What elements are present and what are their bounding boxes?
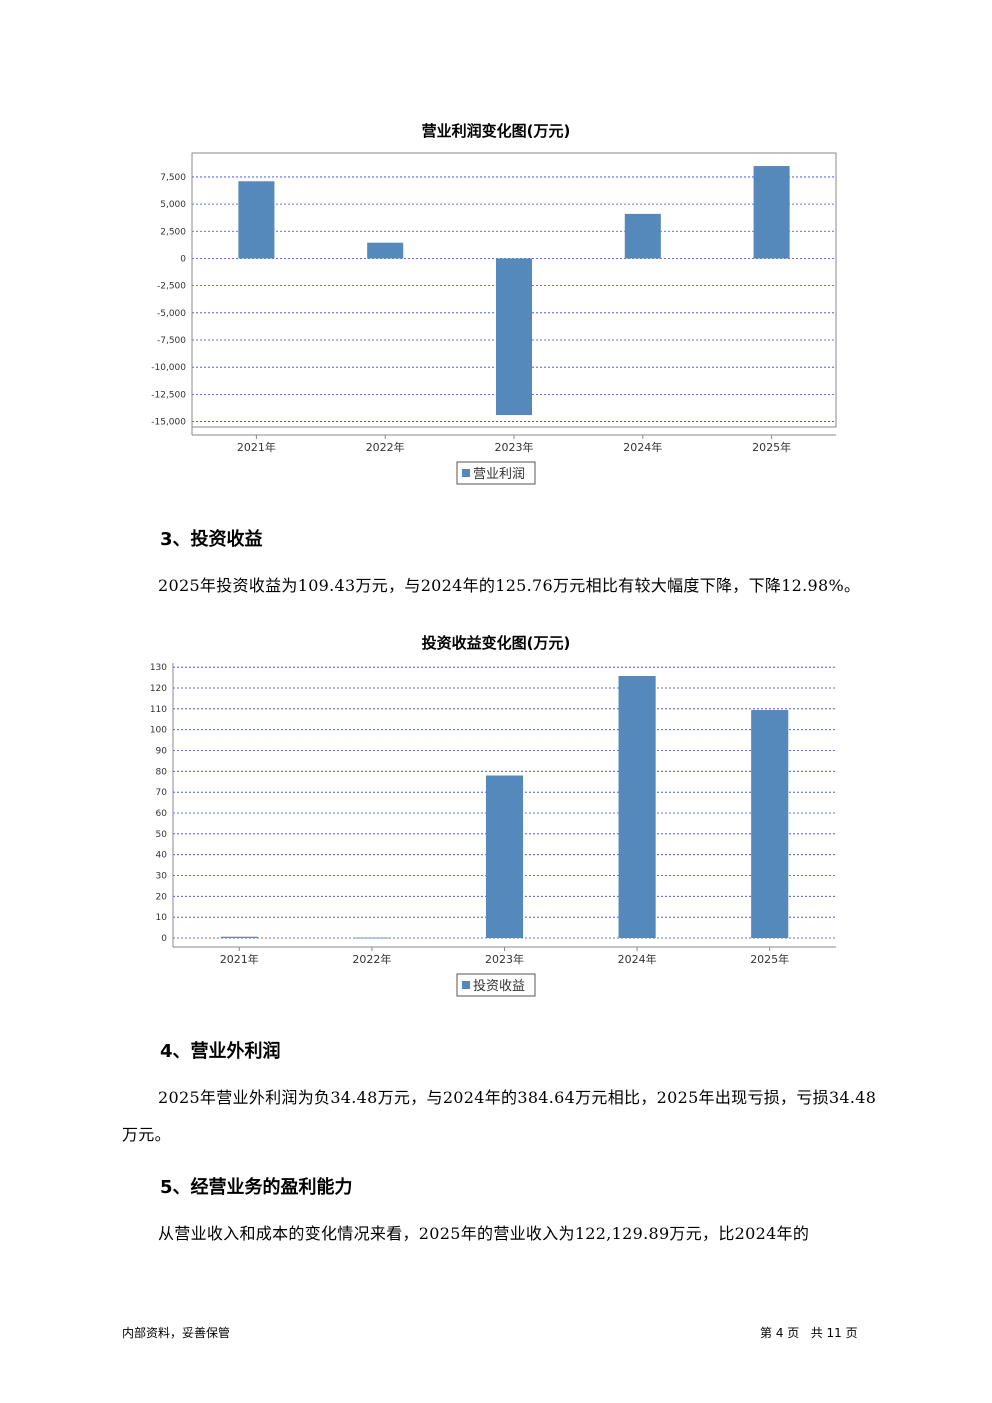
x-tick-label: 2023年 bbox=[485, 952, 524, 966]
y-tick-label: 110 bbox=[150, 705, 167, 715]
x-tick-label: 2023年 bbox=[495, 440, 534, 454]
bar bbox=[624, 213, 661, 259]
chart-title-investment-income: 投资收益变化图(万元) bbox=[421, 634, 571, 652]
y-tick-label: 7,500 bbox=[160, 173, 186, 183]
bar bbox=[220, 936, 258, 938]
y-tick-label: 90 bbox=[156, 747, 168, 757]
bar bbox=[495, 258, 533, 416]
y-tick-label: 50 bbox=[156, 830, 168, 840]
y-tick-label: 20 bbox=[156, 892, 168, 902]
x-tick-label: 2025年 bbox=[752, 440, 791, 454]
paragraph-investment-income: 2025年投资收益为109.43万元，与2024年的125.76万元相比有较大幅… bbox=[158, 576, 861, 595]
y-tick-label: 120 bbox=[150, 684, 167, 694]
legend-label: 营业利润 bbox=[473, 467, 525, 482]
y-tick-label: 100 bbox=[150, 726, 167, 736]
y-tick-label: 60 bbox=[156, 809, 168, 819]
legend-box bbox=[456, 973, 536, 997]
y-tick-label: 2,500 bbox=[160, 227, 186, 237]
y-tick-label: -12,500 bbox=[151, 390, 186, 400]
bar bbox=[618, 676, 656, 938]
y-tick-label: 70 bbox=[156, 788, 168, 798]
section-heading-profitability: 5、经营业务的盈利能力 bbox=[160, 1177, 353, 1198]
operating-profit-chart: 7,500 5,000 2,500 0 -2,500 -5,000 -7,500 -10,00… bbox=[151, 152, 837, 485]
y-tick-label: 30 bbox=[156, 872, 168, 882]
y-tick-label: -7,500 bbox=[157, 336, 186, 346]
x-tick-label: 2024年 bbox=[618, 952, 657, 966]
x-tick-label: 2022年 bbox=[366, 440, 405, 454]
legend-swatch bbox=[462, 981, 470, 989]
y-tick-label: 130 bbox=[150, 663, 167, 673]
x-tick-label: 2021年 bbox=[237, 440, 276, 454]
section-heading-non-operating-profit: 4、营业外利润 bbox=[160, 1041, 281, 1062]
y-tick-label: 80 bbox=[156, 767, 168, 777]
bar bbox=[751, 710, 789, 938]
footer-page-number: 第 4 页 共 11 页 bbox=[760, 1326, 858, 1340]
legend-box bbox=[456, 461, 536, 485]
section-heading-investment-income: 3、投资收益 bbox=[160, 529, 263, 550]
legend-swatch bbox=[462, 469, 470, 477]
bar bbox=[485, 775, 524, 938]
y-tick-label: -5,000 bbox=[157, 309, 186, 319]
y-tick-label: 5,000 bbox=[160, 200, 186, 210]
bar bbox=[238, 181, 275, 259]
chart-title-operating-profit: 营业利润变化图(万元) bbox=[421, 122, 571, 140]
footer-confidential-note: 内部资料，妥善保管 bbox=[122, 1326, 231, 1340]
y-tick-label: -2,500 bbox=[157, 282, 186, 292]
y-tick-label: -15,000 bbox=[151, 418, 186, 428]
legend-label: 投资收益 bbox=[473, 978, 525, 994]
bar bbox=[753, 166, 790, 259]
y-tick-label: 40 bbox=[156, 851, 168, 861]
y-tick-label: 0 bbox=[180, 254, 186, 264]
x-tick-label: 2022年 bbox=[352, 952, 391, 966]
bar bbox=[367, 242, 404, 259]
paragraph-non-operating-profit: 2025年营业外利润为负34.48万元，与2024年的384.64万元相比，20… bbox=[122, 1088, 877, 1144]
bar bbox=[353, 937, 391, 939]
x-tick-label: 2025年 bbox=[750, 952, 789, 966]
paragraph-profitability: 从营业收入和成本的变化情况来看，2025年的营业收入为122,129.89万元，… bbox=[158, 1224, 810, 1243]
investment-income-chart: 0 10 20 30 40 50 60 70 80 90 100 110 120 130 2021年 2022… bbox=[150, 663, 836, 997]
x-tick-label: 2021年 bbox=[220, 952, 259, 966]
y-tick-label: 10 bbox=[156, 913, 168, 923]
y-tick-label: -10,000 bbox=[151, 363, 186, 373]
x-tick-label: 2024年 bbox=[623, 440, 662, 454]
y-tick-label: 0 bbox=[161, 934, 167, 944]
